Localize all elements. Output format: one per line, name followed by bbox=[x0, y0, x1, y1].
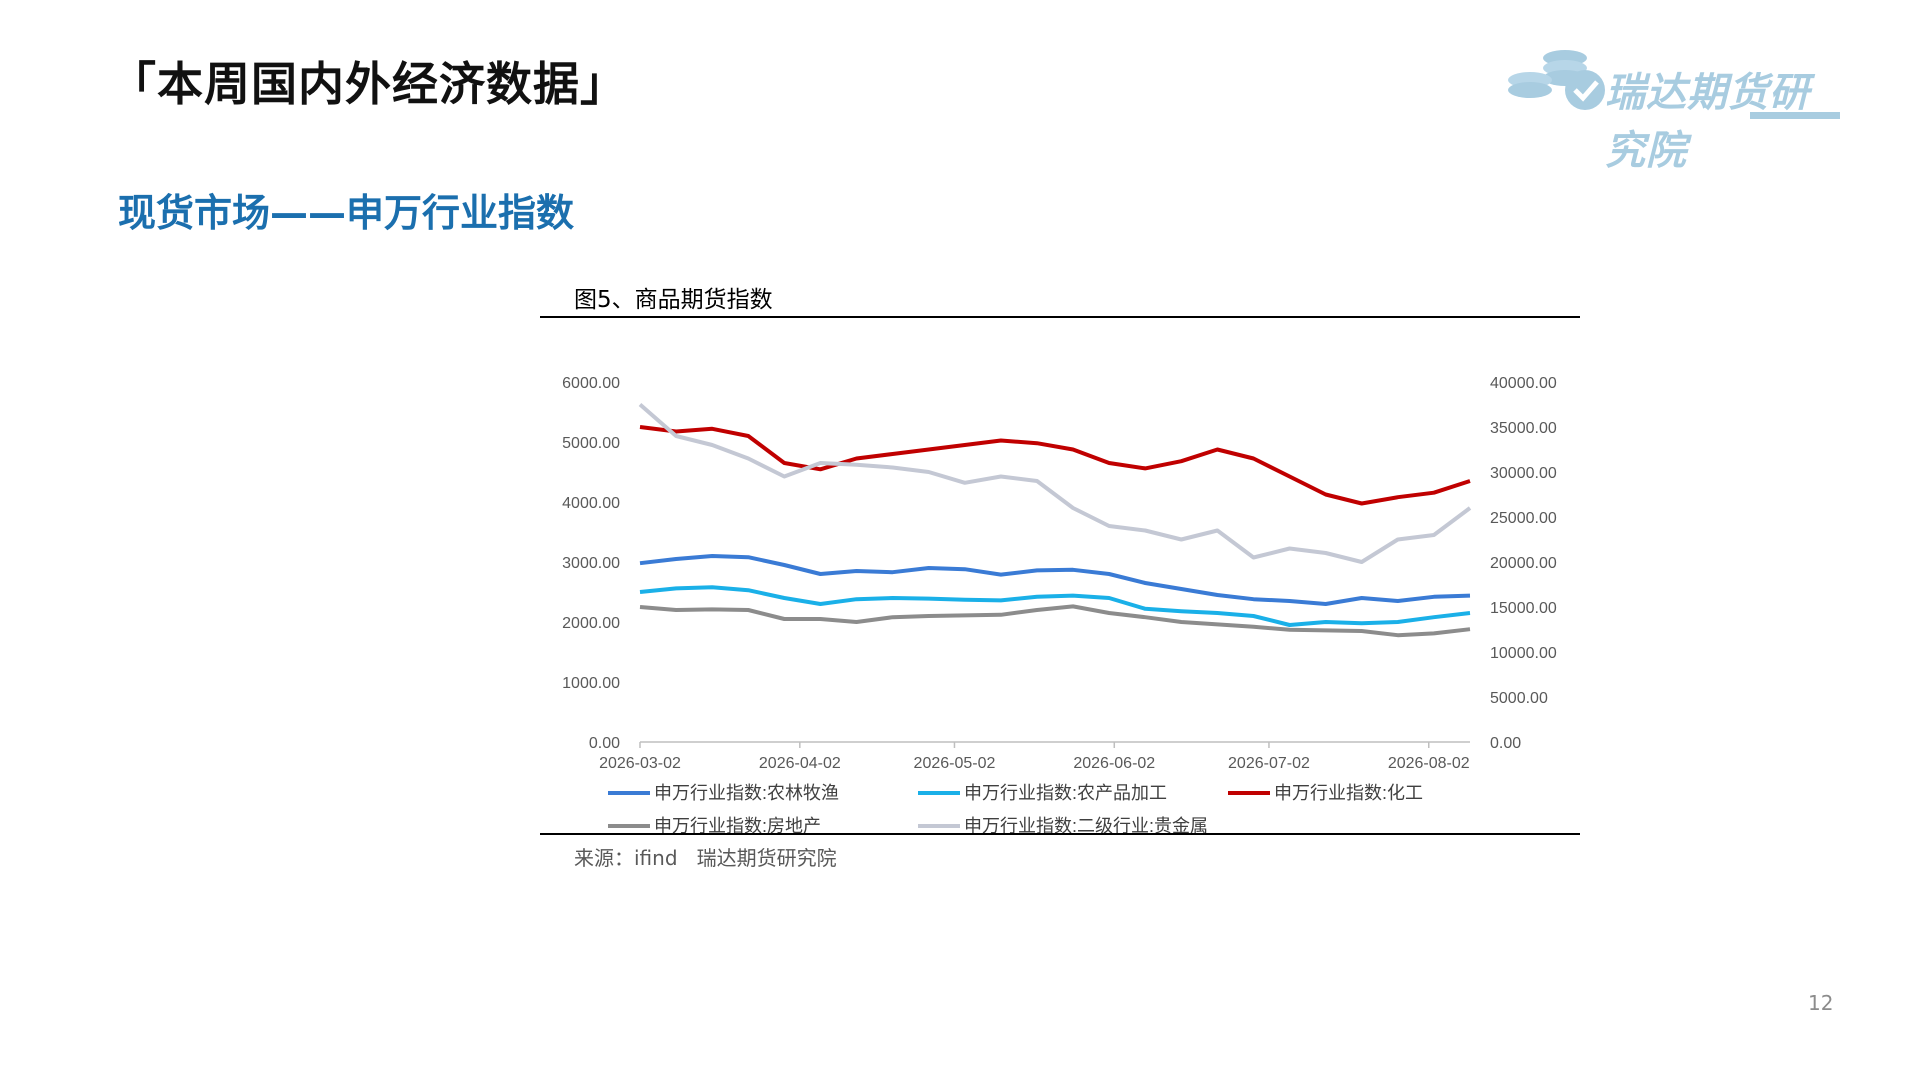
legend-label-5: 申万行业指数:二级行业:贵金属 bbox=[964, 816, 1208, 836]
brand-underline bbox=[1750, 112, 1840, 119]
line-chart: 0.00 1000.00 2000.00 3000.00 4000.00 5000.00 6… bbox=[562, 375, 1557, 836]
x-tick-label: 2026-03-02 bbox=[599, 755, 681, 772]
y-right-tick-label: 0.00 bbox=[1490, 735, 1521, 752]
coin-stack-icon bbox=[1508, 50, 1605, 110]
y-right-tick-label: 5000.00 bbox=[1490, 690, 1548, 707]
legend-label-2: 申万行业指数:农产品加工 bbox=[964, 783, 1167, 803]
page-number: 12 bbox=[1808, 991, 1834, 1015]
y-right-tick-label: 15000.00 bbox=[1490, 600, 1557, 617]
section-title: 现货市场——申万行业指数 bbox=[118, 191, 575, 235]
y-right-tick-label: 35000.00 bbox=[1490, 420, 1557, 437]
y-right-tick-label: 20000.00 bbox=[1490, 555, 1557, 572]
brand-logo: 瑞达期货研究院 bbox=[1500, 40, 1840, 174]
series-line-3 bbox=[639, 425, 1471, 506]
y-right-tick-label: 40000.00 bbox=[1490, 375, 1557, 392]
y-right-tick-label: 10000.00 bbox=[1490, 645, 1557, 662]
x-tick-label: 2026-07-02 bbox=[1228, 755, 1310, 772]
series-line-4 bbox=[639, 604, 1471, 638]
y-left-tick-label: 3000.00 bbox=[562, 555, 620, 572]
chart-bottom-rule bbox=[540, 833, 1580, 835]
legend-label-4: 申万行业指数:房地产 bbox=[654, 816, 821, 836]
x-tick-label: 2026-06-02 bbox=[1073, 755, 1155, 772]
y-left-tick-label: 4000.00 bbox=[562, 495, 620, 512]
y-left-tick-label: 5000.00 bbox=[562, 435, 620, 452]
y-right-tick-label: 30000.00 bbox=[1490, 465, 1557, 482]
y-left-tick-label: 1000.00 bbox=[562, 675, 620, 692]
legend-label-3: 申万行业指数:化工 bbox=[1274, 783, 1423, 803]
series-line-5 bbox=[638, 402, 1472, 564]
series-line-1 bbox=[639, 554, 1471, 606]
y-left-tick-label: 6000.00 bbox=[562, 375, 620, 392]
x-tick-label: 2026-05-02 bbox=[914, 755, 996, 772]
x-tick-label: 2026-04-02 bbox=[759, 755, 841, 772]
chart-source: 来源：ifind 瑞达期货研究院 bbox=[574, 846, 837, 870]
y-right-tick-label: 25000.00 bbox=[1490, 510, 1557, 527]
brand-name: 瑞达期货研究院 bbox=[1605, 70, 1810, 174]
y-left-tick-label: 0.00 bbox=[589, 735, 620, 752]
legend-label-1: 申万行业指数:农林牧渔 bbox=[654, 783, 839, 803]
series-line-2 bbox=[639, 585, 1471, 627]
chart-top-rule bbox=[540, 316, 1580, 318]
y-left-tick-label: 2000.00 bbox=[562, 615, 620, 632]
page-title: 「本周国内外经济数据」 bbox=[110, 57, 627, 111]
chart-title: 图5、商品期货指数 bbox=[574, 287, 773, 313]
x-tick-label: 2026-08-02 bbox=[1388, 755, 1470, 772]
chart-container: 图5、商品期货指数 0.00 1000.00 2000.00 3000.00 4000.… bbox=[540, 280, 1580, 880]
